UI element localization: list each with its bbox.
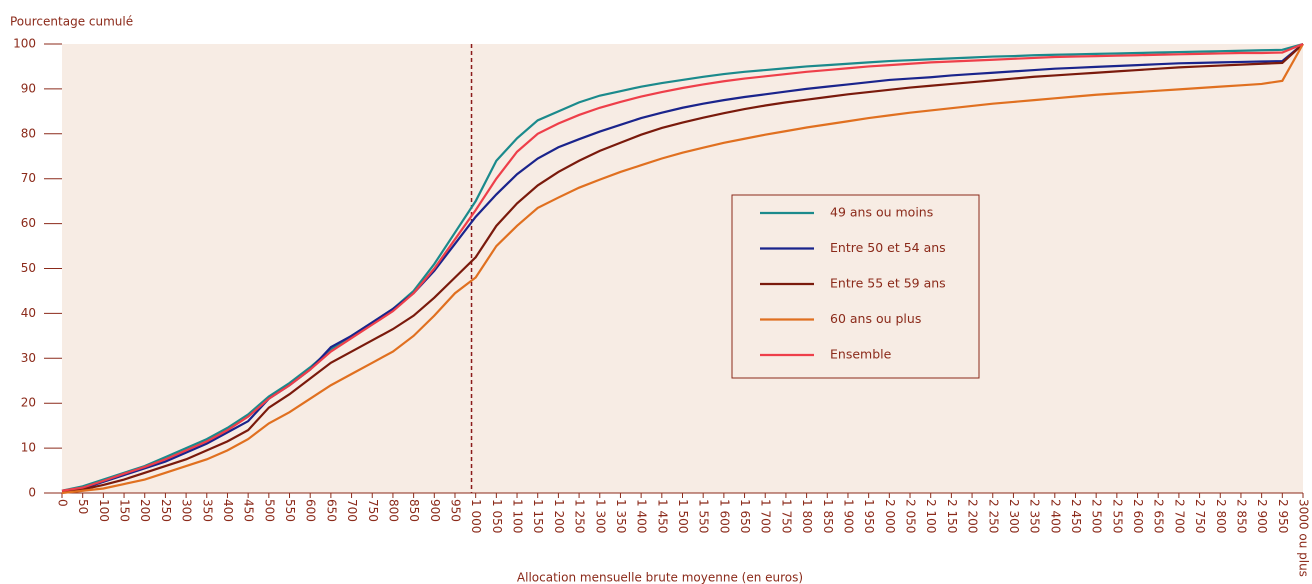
legend-label: Ensemble	[830, 347, 892, 362]
x-tick-label: 1 150	[531, 499, 545, 533]
x-tick-label: 2 000	[883, 499, 897, 533]
x-tick-label: 2 100	[924, 499, 938, 533]
y-tick-label: 40	[21, 306, 36, 320]
x-tick-label: 2 150	[945, 499, 959, 533]
y-tick-label: 60	[21, 216, 36, 230]
x-tick-label: 2 300	[1007, 499, 1021, 533]
x-tick-label: 2 250	[986, 499, 1000, 533]
y-tick-label: 30	[21, 351, 36, 365]
x-tick-label: 550	[283, 499, 297, 522]
x-tick-label: 1 950	[862, 499, 876, 533]
x-tick-label: 2 200	[966, 499, 980, 533]
x-tick-label: 1 650	[738, 499, 752, 533]
x-tick-label: 250	[159, 499, 173, 522]
x-tick-label: 1 300	[593, 499, 607, 533]
y-tick-label: 50	[21, 261, 36, 275]
x-tick-label: 2 750	[1193, 499, 1207, 533]
x-tick-label: 400	[221, 499, 235, 522]
y-tick-label: 80	[21, 126, 36, 140]
x-tick-label: 800	[386, 499, 400, 522]
y-tick-label: 20	[21, 396, 36, 410]
x-tick-label: 1 000	[469, 499, 483, 533]
x-tick-label: 700	[345, 499, 359, 522]
x-tick-label: 850	[407, 499, 421, 522]
y-axis-title: Pourcentage cumulé	[10, 15, 133, 29]
x-tick-label: 2 500	[1090, 499, 1104, 533]
series-line	[61, 43, 1304, 495]
x-tick-label: 50	[76, 499, 90, 514]
x-tick-label: 150	[118, 499, 132, 522]
x-tick-label: 2 400	[1048, 499, 1062, 533]
x-tick-label: 750	[366, 499, 380, 522]
x-tick-label: 1 400	[635, 499, 649, 533]
x-tick-label: 1 050	[490, 499, 504, 533]
x-tick-label: 1 700	[759, 499, 773, 533]
x-tick-label: 2 900	[1255, 499, 1269, 533]
x-tick-label: 650	[324, 499, 338, 522]
y-tick-label: 0	[28, 486, 36, 500]
y-tick-label: 90	[21, 81, 36, 95]
x-tick-label: 2 850	[1234, 499, 1248, 533]
x-tick-label: 500	[262, 499, 276, 522]
x-tick-label: 1 550	[697, 499, 711, 533]
y-tick-label: 100	[13, 37, 36, 51]
x-tick-label: 2 800	[1214, 499, 1228, 533]
x-tick-label: 1 900	[841, 499, 855, 533]
legend-box	[731, 194, 980, 379]
x-tick-label: 1 600	[717, 499, 731, 533]
x-tick-label: 1 350	[614, 499, 628, 533]
x-tick-label: 1 800	[800, 499, 814, 533]
x-tick-label: 2 950	[1276, 499, 1290, 533]
x-tick-label: 1 500	[676, 499, 690, 533]
x-axis-title: Allocation mensuelle brute moyenne (en e…	[517, 571, 803, 584]
x-tick-label: 1 450	[655, 499, 669, 533]
x-tick-label: 3000 ou plus	[1297, 499, 1311, 577]
x-tick-label: 0	[56, 499, 70, 507]
x-tick-label: 2 700	[1172, 499, 1186, 533]
legend: 49 ans ou moins Entre 50 et 54 ans Entre 5…	[731, 194, 980, 379]
y-tick-label: 70	[21, 171, 36, 185]
x-tick-label: 100	[97, 499, 111, 522]
x-tick-label: 200	[138, 499, 152, 522]
series-line	[61, 42, 1304, 492]
x-tick-label: 2 450	[1069, 499, 1083, 533]
x-tick-label: 300	[180, 499, 194, 522]
x-tick-label: 900	[428, 499, 442, 522]
x-tick-label: 2 600	[1131, 499, 1145, 533]
legend-label: Entre 55 et 59 ans	[830, 276, 946, 291]
series-line	[61, 43, 1304, 493]
legend-label: Entre 50 et 54 ans	[830, 240, 946, 255]
x-tick-label: 1 250	[573, 499, 587, 533]
x-tick-label: 600	[304, 499, 318, 522]
x-tick-label: 2 650	[1152, 499, 1166, 533]
x-tick-label: 1 100	[511, 499, 525, 533]
plot-background	[62, 44, 1303, 493]
legend-label: 60 ans ou plus	[830, 311, 921, 326]
x-tick-label: 350	[200, 499, 214, 522]
x-tick-label: 2 550	[1110, 499, 1124, 533]
x-tick-label: 450	[242, 499, 256, 522]
y-tick-label: 10	[21, 441, 36, 455]
series-line	[61, 42, 1304, 492]
x-tick-label: 2 350	[1028, 499, 1042, 533]
x-tick-label: 1 750	[779, 499, 793, 533]
x-tick-label: 950	[448, 499, 462, 522]
x-tick-label: 1 850	[821, 499, 835, 533]
x-tick-label: 1 200	[552, 499, 566, 533]
x-tick-label: 2 050	[904, 499, 918, 533]
legend-label: 49 ans ou moins	[830, 205, 933, 220]
